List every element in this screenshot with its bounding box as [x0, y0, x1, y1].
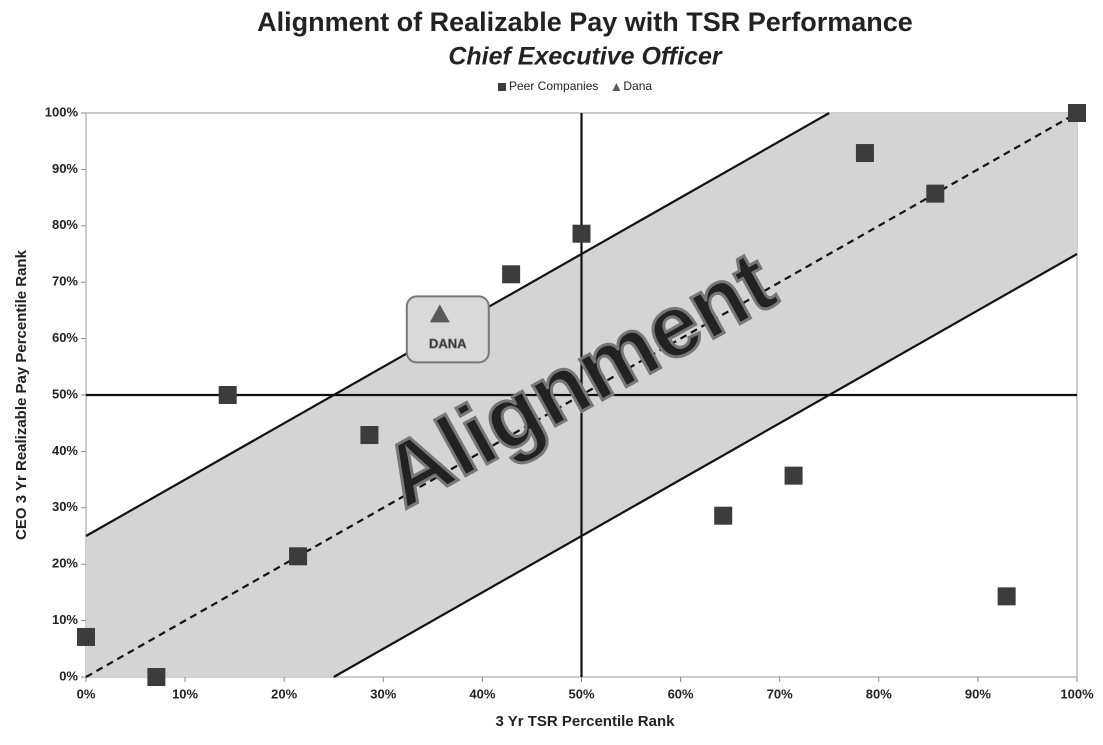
peer-point [572, 224, 591, 243]
peer-point [360, 426, 379, 445]
peer-point [784, 466, 803, 485]
y-tick-label: 0% [59, 668, 78, 683]
x-tick-label: 80% [866, 686, 892, 701]
legend-label: Dana [623, 79, 652, 93]
point-label: DANA [429, 336, 467, 351]
x-tick-label: 0% [77, 686, 96, 701]
x-tick-label: 30% [370, 686, 396, 701]
y-tick-label: 20% [52, 556, 78, 571]
y-tick-label: 50% [52, 386, 78, 401]
legend-marker [612, 83, 621, 91]
x-tick-label: 40% [469, 686, 495, 701]
y-tick-label: 100% [45, 104, 79, 119]
peer-point [855, 144, 874, 163]
peer-point [502, 265, 521, 284]
peer-point [218, 386, 237, 404]
peer-point [1068, 104, 1086, 122]
peer-point [926, 184, 945, 203]
legend-label: Peer Companies [509, 79, 598, 93]
peer-point [714, 506, 733, 525]
y-tick-label: 90% [52, 161, 78, 176]
peer-point [997, 587, 1016, 606]
y-tick-label: 40% [52, 443, 78, 458]
y-tick-label: 70% [52, 274, 78, 289]
y-tick-label: 30% [52, 499, 78, 514]
y-tick-label: 80% [52, 217, 78, 232]
point-label-box [405, 295, 490, 364]
reference-line [333, 253, 1078, 678]
x-tick-label: 90% [965, 686, 991, 701]
peer-point [289, 547, 308, 566]
x-tick-label: 70% [767, 686, 793, 701]
x-tick-label: 50% [568, 686, 594, 701]
x-tick-label: 100% [1060, 686, 1094, 701]
x-tick-label: 10% [172, 686, 198, 701]
chart-subtitle: Chief Executive Officer [448, 43, 723, 71]
y-tick-label: 60% [52, 330, 78, 345]
x-axis-label: 3 Yr TSR Percentile Rank [496, 713, 676, 730]
y-tick-label: 10% [52, 612, 78, 627]
x-tick-label: 60% [668, 686, 694, 701]
y-axis-label: CEO 3 Yr Realizable Pay Percentile Rank [13, 249, 30, 540]
legend-marker [498, 83, 506, 91]
peer-point [77, 627, 95, 646]
x-tick-label: 20% [271, 686, 297, 701]
peer-point [147, 668, 166, 686]
chart-title: Alignment of Realizable Pay with TSR Per… [257, 7, 913, 37]
dana-point [429, 304, 450, 323]
